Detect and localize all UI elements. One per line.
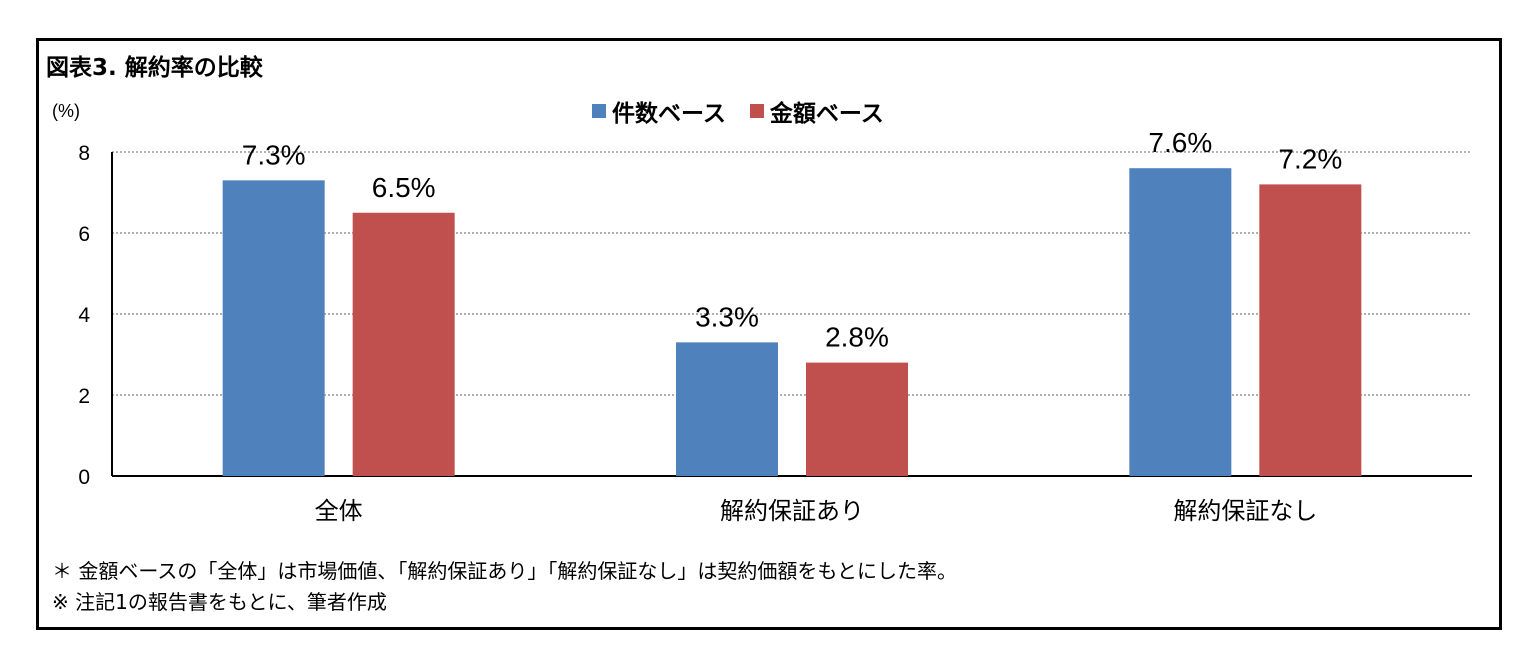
data-label: 7.6% bbox=[1148, 127, 1212, 158]
data-label: 3.3% bbox=[695, 301, 759, 332]
x-tick-label: 解約保証なし bbox=[1173, 498, 1317, 525]
legend-item-count: 件数ベース bbox=[592, 94, 726, 128]
y-tick-label: 4 bbox=[78, 304, 90, 327]
figure-frame bbox=[36, 38, 1502, 630]
legend-swatch-count bbox=[592, 104, 606, 118]
data-label: 2.8% bbox=[825, 322, 889, 353]
legend-item-amount: 金額ベース bbox=[749, 94, 884, 128]
data-label: 7.2% bbox=[1278, 143, 1342, 174]
bar bbox=[1129, 168, 1232, 476]
data-label: 7.3% bbox=[242, 139, 306, 170]
x-tick-label: 全体 bbox=[315, 498, 363, 525]
figure-title: 図表3. 解約率の比較 bbox=[46, 55, 263, 81]
bar bbox=[1259, 184, 1362, 476]
bar bbox=[806, 362, 908, 476]
bar bbox=[222, 180, 325, 476]
x-tick-label: 解約保証あり bbox=[720, 498, 864, 525]
footnote-2: ※ 注記1の報告書をもとに、筆者作成 bbox=[52, 590, 387, 614]
bar bbox=[352, 212, 455, 476]
footnote-1: ＊ 金額ベースの「全体」は市場価値、「解約保証あり」「解約保証なし」は契約価額を… bbox=[52, 559, 957, 583]
legend-label-amount: 金額ベース bbox=[769, 101, 884, 127]
footnotes: ＊ 金額ベースの「全体」は市場価値、「解約保証あり」「解約保証なし」は契約価額を… bbox=[52, 556, 957, 618]
y-unit-label: (%) bbox=[52, 101, 80, 121]
chart-legend: 件数ベース 金額ベース bbox=[592, 94, 908, 128]
bar bbox=[676, 342, 778, 476]
y-tick-label: 6 bbox=[78, 223, 90, 246]
legend-swatch-amount bbox=[749, 104, 764, 118]
y-tick-label: 8 bbox=[78, 142, 90, 165]
legend-label-count: 件数ベース bbox=[612, 101, 726, 127]
y-tick-label: 2 bbox=[78, 385, 90, 408]
y-tick-label: 0 bbox=[78, 466, 90, 489]
data-label: 6.5% bbox=[372, 172, 436, 203]
